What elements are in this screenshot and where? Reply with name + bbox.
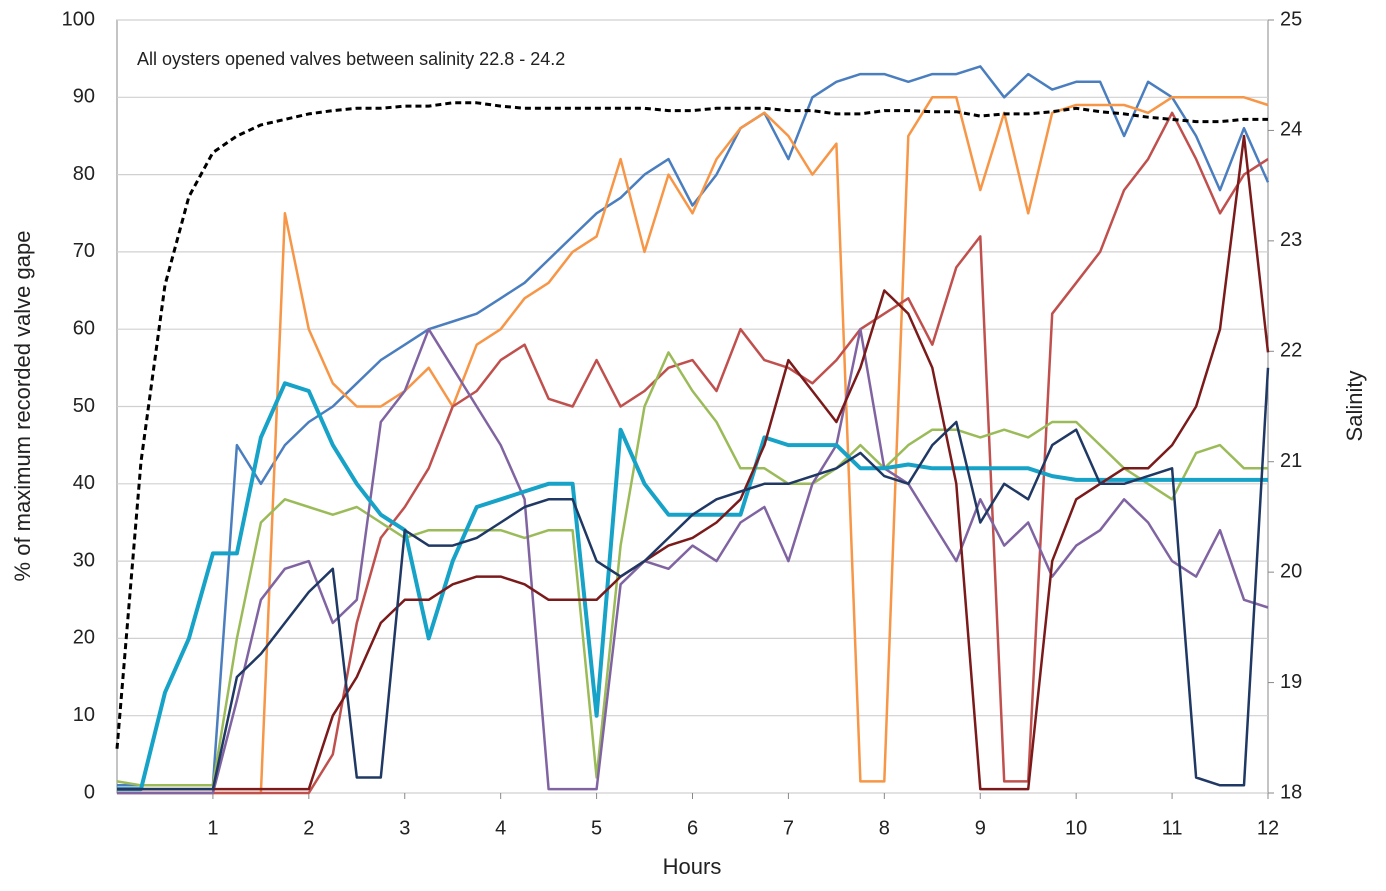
x-tick-label: 11 — [1162, 817, 1183, 839]
y2-tick-label: 20 — [1280, 560, 1302, 582]
series-line — [116, 351, 1268, 787]
x-tick-label: 5 — [591, 817, 602, 839]
x-tick-label: 6 — [687, 817, 698, 839]
y-tick-label: 10 — [73, 704, 95, 726]
y-tick-label: 60 — [73, 317, 95, 339]
y2-axis-title: Salinity — [1342, 371, 1367, 442]
x-axis-title: Hours — [663, 854, 722, 879]
x-tick-label: 3 — [399, 817, 410, 839]
y-tick-label: 30 — [73, 549, 95, 571]
y2-tick-label: 19 — [1280, 671, 1302, 693]
y-tick-label: 20 — [73, 627, 95, 649]
x-tick-label: 12 — [1257, 817, 1279, 839]
y-axis-title: % of maximum recorded valve gape — [10, 231, 35, 582]
y2-tick-label: 21 — [1280, 450, 1302, 472]
series-line — [117, 327, 1269, 795]
y2-tick-label: 24 — [1280, 119, 1302, 141]
salinity-line — [115, 101, 1268, 749]
y2-tick-label: 25 — [1280, 8, 1302, 30]
x-tick-label: 8 — [879, 817, 890, 839]
y2-tick-label: 18 — [1280, 781, 1302, 803]
series-line — [117, 65, 1270, 787]
series-line — [117, 381, 1268, 792]
y-tick-label: 100 — [62, 8, 95, 30]
series-line — [117, 111, 1269, 795]
y-tick-label: 50 — [73, 395, 95, 417]
y-tick-label: 90 — [73, 86, 95, 108]
y2-tick-label: 22 — [1280, 340, 1302, 362]
y-tick-label: 80 — [73, 163, 95, 185]
x-tick-label: 7 — [783, 817, 794, 839]
series-line — [117, 96, 1269, 795]
x-tick-label: 10 — [1065, 817, 1087, 839]
y-tick-label: 0 — [84, 781, 95, 803]
y-tick-label: 70 — [73, 240, 95, 262]
y-tick-label: 40 — [73, 472, 95, 494]
x-tick-label: 2 — [303, 817, 314, 839]
series-line — [117, 134, 1270, 791]
x-tick-label: 1 — [207, 817, 218, 839]
series-line — [117, 367, 1270, 791]
annotation: All oysters opened valves between salini… — [137, 49, 565, 69]
x-tick-label: 4 — [495, 817, 506, 839]
y2-tick-label: 23 — [1280, 229, 1302, 251]
x-tick-label: 9 — [975, 817, 986, 839]
